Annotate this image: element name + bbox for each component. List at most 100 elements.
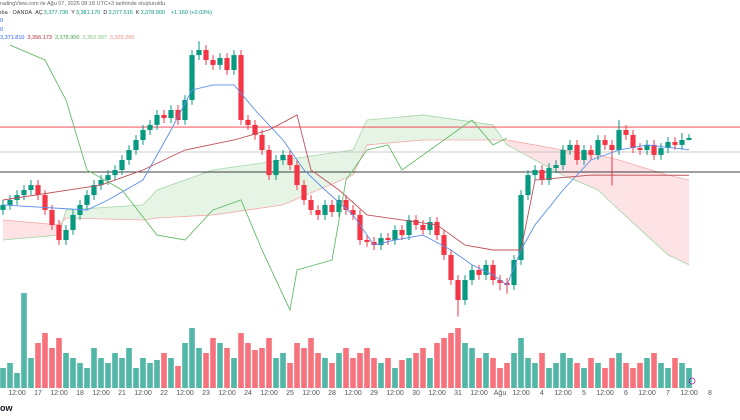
volume-bar — [588, 358, 594, 388]
candle-body — [392, 230, 398, 240]
volume-bar — [294, 343, 300, 388]
candle-body — [427, 221, 433, 230]
cloud-fill — [598, 154, 619, 210]
candle-body — [189, 55, 195, 100]
volume-bar — [609, 358, 615, 388]
candle-body — [609, 144, 615, 150]
volume-bar — [441, 338, 447, 388]
x-tick-label: 12:00 — [134, 390, 152, 397]
candle-body — [413, 220, 419, 225]
candle-body — [112, 170, 118, 176]
change: +1.160 (+0.03%) — [170, 9, 212, 16]
x-tick-label: 23 — [202, 390, 210, 397]
candle-body — [616, 130, 622, 150]
cloud-fill — [423, 114, 493, 140]
volume-bar — [504, 363, 510, 388]
x-tick-label: 7 — [666, 390, 670, 397]
volume-bar — [322, 358, 328, 388]
candle-body — [350, 210, 356, 215]
indicator-line — [2, 114, 690, 251]
replay-icon — [688, 377, 696, 385]
candle-body — [315, 210, 321, 215]
candle-body — [147, 124, 153, 130]
volume-bar — [434, 343, 440, 388]
volume-bar — [476, 358, 482, 388]
volume-bar — [308, 338, 314, 388]
volume-bar — [147, 363, 153, 388]
candle-body — [49, 210, 55, 225]
logo: ow — [0, 403, 13, 413]
candle-body — [455, 280, 461, 300]
x-tick-label: 22 — [160, 390, 168, 397]
volume-bar — [511, 353, 517, 388]
volume-bar — [140, 358, 146, 388]
x-tick-label: 29 — [370, 390, 378, 397]
ohlc-key: Y — [71, 9, 75, 16]
volume-bar — [154, 360, 160, 388]
candle-body — [119, 160, 125, 170]
ohlc-value: 3,378.900 — [140, 9, 165, 16]
volume-bar — [462, 343, 468, 388]
volume-bar — [336, 353, 342, 388]
volume-bar — [553, 363, 559, 388]
volume-bar — [546, 368, 552, 388]
candle-body — [287, 154, 293, 166]
cloud-fill — [66, 204, 143, 220]
indicator-value: 3,352.997 — [82, 35, 107, 41]
volume-bar — [679, 363, 685, 388]
x-tick-label: 12:00 — [176, 390, 194, 397]
candle-body — [280, 154, 286, 160]
volume-bar — [490, 358, 496, 388]
ohlc: AÇ3,377.730 Y3,381.170 D3,377.515 K3,378.90… — [35, 10, 168, 16]
x-tick-label: 12:00 — [344, 390, 362, 397]
symbol-row: ıba · OANDA AÇ3,377.730 Y3,381.170 D3,377.5… — [0, 9, 215, 18]
volume-bar — [483, 353, 489, 388]
candle-body — [679, 140, 685, 145]
candle-body — [294, 165, 300, 186]
volume-bar — [301, 348, 307, 388]
volume-bar — [119, 358, 125, 388]
volume-bar — [525, 358, 531, 388]
volume-bar — [651, 353, 657, 388]
candle-body — [266, 150, 272, 176]
candle-body — [483, 264, 489, 275]
candle-body — [217, 58, 223, 65]
candle-body — [665, 141, 671, 149]
candle-body — [567, 144, 573, 150]
x-tick-label: 12:00 — [50, 390, 68, 397]
x-tick-label: 12:00 — [470, 390, 488, 397]
candle-body — [574, 144, 580, 160]
indicator-value: 3,326.260 — [109, 35, 135, 41]
ohlc-key: AÇ — [35, 9, 43, 16]
volume-bar — [448, 333, 454, 388]
volume-bar — [371, 358, 377, 388]
candle-body — [196, 50, 202, 56]
candle-body — [301, 185, 307, 200]
volume-bar — [560, 353, 566, 388]
volume-bar — [42, 333, 48, 388]
volume-bar — [420, 348, 426, 388]
x-tick-label: 12:00 — [428, 390, 446, 397]
volume-bar — [182, 343, 188, 388]
candle-body — [588, 150, 594, 155]
volume-bar — [364, 348, 370, 388]
x-tick-label: 12:00 — [218, 390, 236, 397]
volume-bar — [392, 368, 398, 388]
candle-body — [630, 134, 636, 149]
candle-body — [91, 185, 97, 196]
volume-bar — [273, 358, 279, 388]
cloud-span — [2, 139, 690, 226]
candle-body — [525, 175, 531, 196]
x-tick-label: 21 — [118, 390, 126, 397]
volume-bar — [238, 333, 244, 388]
volume-bar — [56, 338, 62, 388]
volume-bar — [98, 358, 104, 388]
volume-bar — [0, 368, 6, 388]
candle-body — [154, 114, 160, 125]
candle-body — [168, 110, 174, 119]
volume-bar — [658, 363, 664, 388]
credit: radingView.com ile Ağu 07, 2025 08:18 UT… — [0, 1, 166, 7]
candle-body — [651, 144, 657, 155]
volume-bar — [315, 353, 321, 388]
indicator-row: 0 — [0, 26, 4, 33]
